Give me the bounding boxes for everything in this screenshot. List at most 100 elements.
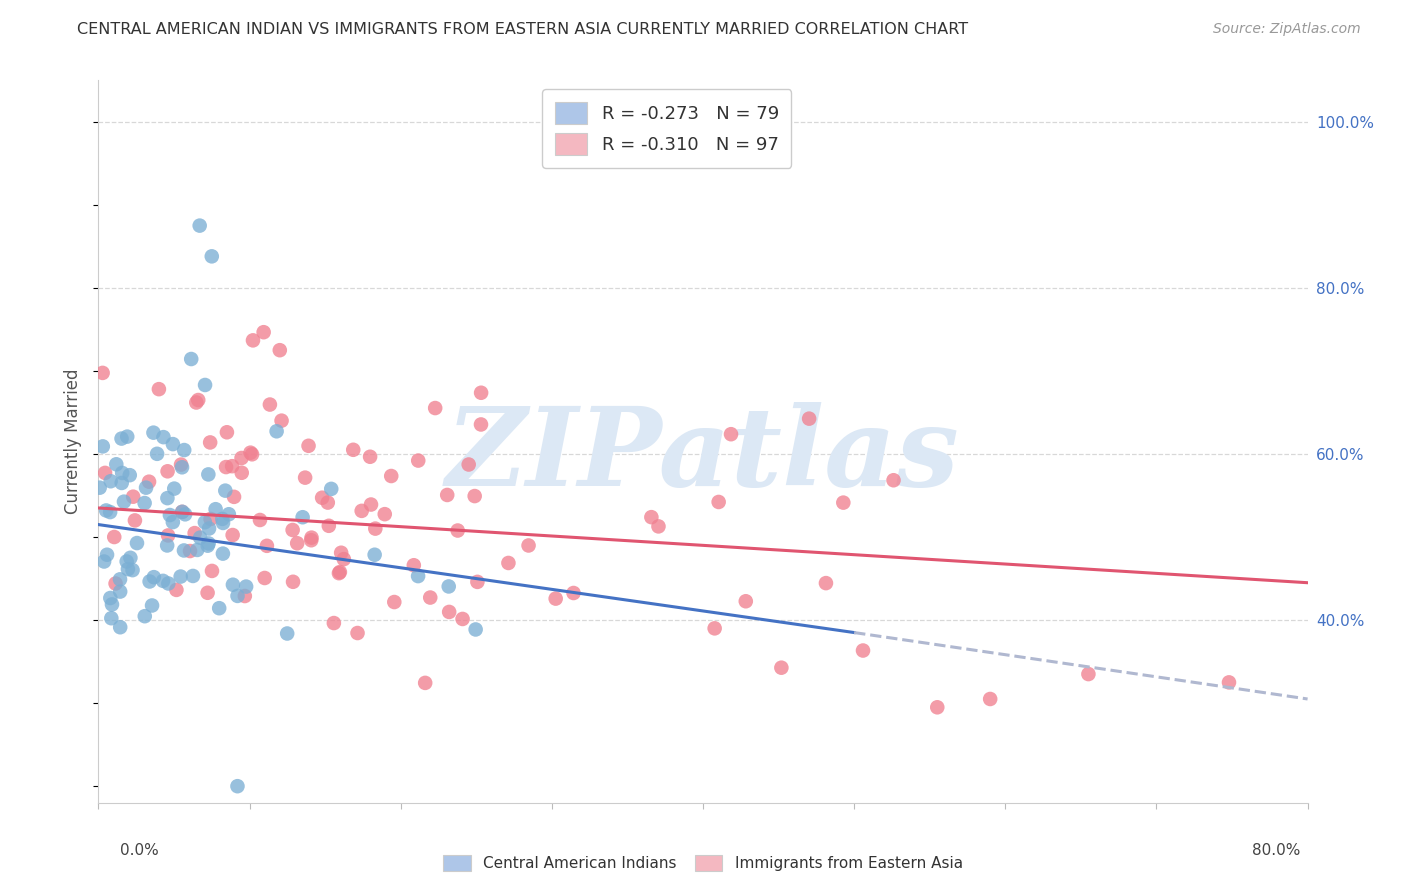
Point — [647, 519, 669, 533]
Point — [318, 518, 340, 533]
Point — [100, 474, 122, 488]
Point — [111, 466, 134, 480]
Point — [281, 574, 304, 589]
Point — [94, 466, 117, 480]
Point — [208, 601, 231, 615]
Point — [316, 495, 339, 509]
Point — [188, 219, 211, 233]
Point — [198, 435, 221, 450]
Point — [294, 470, 316, 484]
Point — [142, 570, 165, 584]
Text: CENTRAL AMERICAN INDIAN VS IMMIGRANTS FROM EASTERN ASIA CURRENTLY MARRIED CORREL: CENTRAL AMERICAN INDIAN VS IMMIGRANTS FR… — [77, 22, 969, 37]
Point — [436, 488, 458, 502]
Text: ZIPatlas: ZIPatlas — [446, 402, 960, 509]
Point — [111, 475, 134, 490]
Point — [707, 495, 730, 509]
Point — [215, 460, 238, 475]
Point — [703, 621, 725, 635]
Point — [197, 536, 219, 550]
Point — [197, 539, 219, 553]
Point — [159, 508, 181, 522]
Point — [413, 676, 436, 690]
Point — [138, 574, 160, 589]
Point — [104, 576, 127, 591]
Point — [186, 395, 208, 409]
Point — [231, 450, 253, 465]
Point — [212, 547, 235, 561]
Point — [239, 445, 262, 459]
Point — [266, 425, 288, 439]
Point — [163, 482, 186, 496]
Point — [382, 595, 405, 609]
Point — [94, 503, 117, 517]
Point — [457, 458, 479, 472]
Point — [156, 491, 179, 505]
Point — [285, 536, 308, 550]
Point — [110, 432, 132, 446]
Text: Source: ZipAtlas.com: Source: ZipAtlas.com — [1213, 22, 1361, 37]
Legend: Central American Indians, Immigrants from Eastern Asia: Central American Indians, Immigrants fro… — [437, 849, 969, 877]
Point — [328, 566, 350, 581]
Point — [832, 495, 855, 509]
Point — [256, 539, 278, 553]
Point — [249, 513, 271, 527]
Point — [105, 458, 128, 472]
Point — [979, 692, 1001, 706]
Point — [117, 562, 139, 576]
Point — [162, 515, 184, 529]
Point — [174, 508, 197, 522]
Point — [194, 378, 217, 392]
Point — [146, 447, 169, 461]
Point — [517, 539, 540, 553]
Point — [212, 516, 235, 530]
Point — [121, 563, 143, 577]
Point — [91, 366, 114, 380]
Point — [172, 505, 194, 519]
Point — [170, 458, 193, 472]
Point — [425, 401, 447, 415]
Point — [720, 427, 742, 442]
Point — [124, 513, 146, 527]
Point — [311, 491, 333, 505]
Legend: R = -0.273   N = 79, R = -0.310   N = 97: R = -0.273 N = 79, R = -0.310 N = 97 — [541, 89, 792, 168]
Point — [276, 626, 298, 640]
Point — [852, 643, 875, 657]
Point — [183, 526, 205, 541]
Point — [198, 522, 221, 536]
Point — [204, 502, 226, 516]
Point — [437, 605, 460, 619]
Point — [222, 578, 245, 592]
Text: 0.0%: 0.0% — [120, 843, 159, 858]
Point — [157, 528, 180, 542]
Point — [927, 700, 949, 714]
Point — [240, 447, 263, 461]
Point — [814, 576, 837, 591]
Point — [437, 579, 460, 593]
Point — [233, 589, 256, 603]
Point — [218, 508, 240, 522]
Point — [194, 515, 217, 529]
Point — [346, 626, 368, 640]
Point — [464, 489, 486, 503]
Point — [98, 505, 121, 519]
Point — [734, 594, 756, 608]
Point — [142, 425, 165, 440]
Point — [98, 591, 121, 605]
Point — [406, 453, 429, 467]
Point — [562, 586, 585, 600]
Point — [329, 565, 352, 579]
Point — [342, 442, 364, 457]
Point — [321, 482, 343, 496]
Point — [333, 552, 356, 566]
Point — [156, 464, 179, 478]
Point — [138, 475, 160, 489]
Point — [134, 496, 156, 510]
Point — [187, 392, 209, 407]
Point — [120, 550, 142, 565]
Point — [115, 429, 138, 443]
Point — [172, 505, 194, 519]
Point — [360, 498, 382, 512]
Point — [118, 468, 141, 483]
Point — [89, 481, 111, 495]
Point — [115, 554, 138, 568]
